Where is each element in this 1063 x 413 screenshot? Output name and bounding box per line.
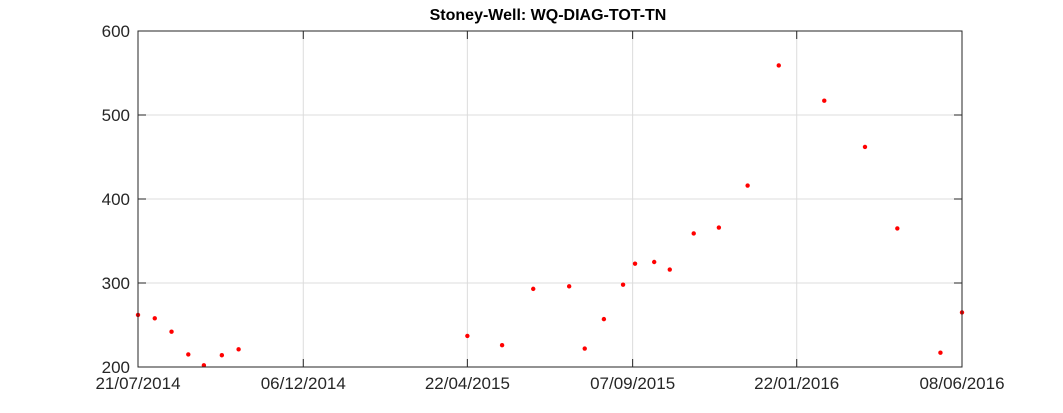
axis-ticks bbox=[137, 30, 963, 368]
data-point bbox=[776, 63, 781, 68]
y-tick-label: 200 bbox=[102, 358, 130, 377]
x-tick-label: 22/01/2016 bbox=[754, 374, 839, 393]
tick-labels: 21/07/2014 06/12/2014 22/04/2015 07/09/2015… bbox=[95, 22, 1004, 393]
data-point bbox=[186, 352, 191, 357]
x-tick-label: 07/09/2015 bbox=[590, 374, 675, 393]
data-point bbox=[651, 259, 657, 265]
data-point bbox=[169, 329, 174, 334]
data-point bbox=[822, 98, 827, 103]
data-point bbox=[691, 231, 696, 236]
data-point bbox=[236, 347, 241, 352]
data-point bbox=[201, 363, 207, 368]
data-point bbox=[938, 350, 943, 355]
data-point bbox=[465, 333, 470, 339]
data-point bbox=[632, 261, 638, 266]
y-tick-label: 400 bbox=[102, 190, 130, 209]
grid-lines bbox=[138, 31, 962, 367]
data-point bbox=[895, 226, 900, 231]
x-tick-label: 08/06/2016 bbox=[919, 374, 1004, 393]
data-point bbox=[862, 144, 868, 150]
data-point bbox=[531, 286, 536, 292]
data-point bbox=[499, 342, 505, 348]
data-point bbox=[219, 353, 225, 358]
y-tick-label: 300 bbox=[102, 274, 130, 293]
x-tick-label: 06/12/2014 bbox=[261, 374, 346, 393]
data-point bbox=[582, 346, 587, 351]
data-point bbox=[620, 282, 626, 287]
data-point bbox=[152, 316, 157, 321]
data-point bbox=[716, 225, 722, 230]
y-tick-label: 500 bbox=[102, 106, 130, 125]
data-point bbox=[566, 284, 572, 289]
data-points bbox=[135, 63, 965, 368]
data-point bbox=[745, 183, 750, 188]
x-tick-label: 22/04/2015 bbox=[425, 374, 510, 393]
x-tick-label: 21/07/2014 bbox=[95, 374, 180, 393]
data-point bbox=[667, 267, 672, 272]
y-tick-label: 600 bbox=[102, 22, 130, 41]
data-point bbox=[601, 316, 607, 322]
chart-title: Stoney-Well: WQ-DIAG-TOT-TN bbox=[430, 7, 667, 24]
